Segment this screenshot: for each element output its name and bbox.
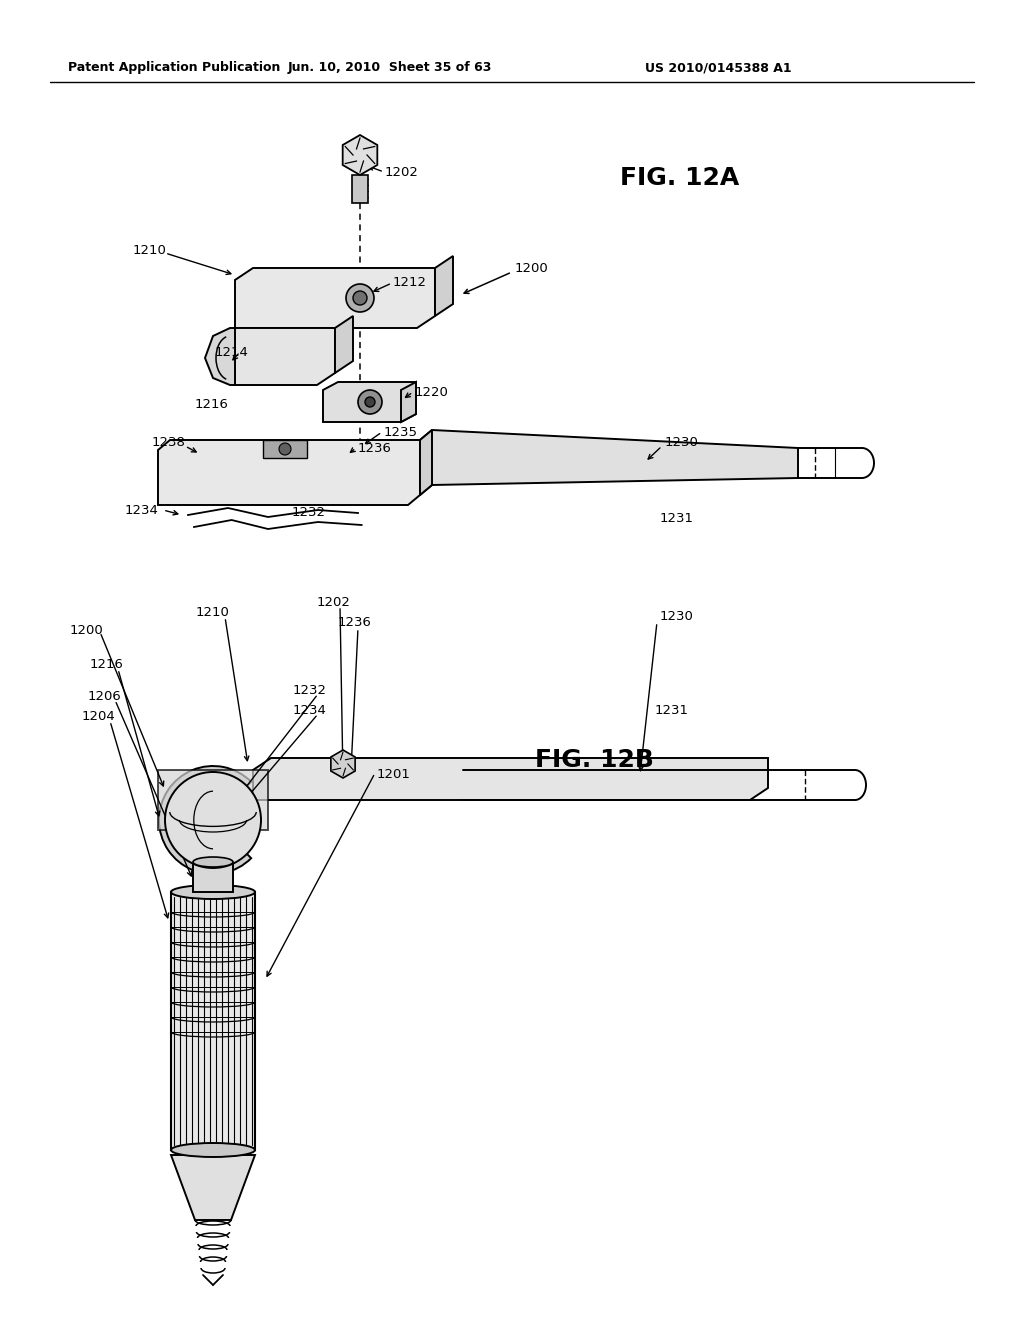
- Text: 1230: 1230: [660, 610, 694, 623]
- Text: 1234: 1234: [125, 503, 159, 516]
- Polygon shape: [435, 256, 453, 315]
- Text: 1231: 1231: [655, 704, 689, 717]
- Polygon shape: [234, 268, 435, 327]
- Circle shape: [279, 444, 291, 455]
- Wedge shape: [159, 766, 251, 874]
- Circle shape: [365, 397, 375, 407]
- Polygon shape: [401, 381, 416, 422]
- Polygon shape: [335, 315, 353, 374]
- Bar: [171, 892, 255, 1150]
- Ellipse shape: [171, 1143, 255, 1158]
- Polygon shape: [253, 758, 768, 800]
- Text: Patent Application Publication: Patent Application Publication: [68, 62, 281, 74]
- Text: 1236: 1236: [358, 441, 392, 454]
- Text: 1232: 1232: [293, 684, 327, 697]
- Bar: [193, 862, 233, 892]
- Text: 1202: 1202: [385, 165, 419, 178]
- Text: 1201: 1201: [377, 768, 411, 781]
- Circle shape: [358, 389, 382, 414]
- Polygon shape: [323, 381, 416, 422]
- Polygon shape: [331, 750, 355, 777]
- Circle shape: [353, 290, 367, 305]
- Text: 1236: 1236: [338, 616, 372, 630]
- Text: 1212: 1212: [393, 276, 427, 289]
- Text: 1238: 1238: [152, 436, 186, 449]
- Text: 1200: 1200: [70, 623, 103, 636]
- Text: US 2010/0145388 A1: US 2010/0145388 A1: [645, 62, 792, 74]
- Text: 1202: 1202: [317, 595, 351, 609]
- Text: 1220: 1220: [415, 385, 449, 399]
- Text: 1200: 1200: [515, 261, 549, 275]
- Text: 1210: 1210: [196, 606, 229, 619]
- Polygon shape: [420, 430, 798, 495]
- Ellipse shape: [193, 857, 233, 867]
- Text: 1214: 1214: [215, 346, 249, 359]
- Text: FIG. 12A: FIG. 12A: [620, 166, 739, 190]
- Text: FIG. 12B: FIG. 12B: [535, 748, 654, 772]
- Bar: [352, 176, 368, 203]
- Ellipse shape: [171, 884, 255, 899]
- Polygon shape: [171, 1155, 255, 1220]
- Text: Jun. 10, 2010  Sheet 35 of 63: Jun. 10, 2010 Sheet 35 of 63: [288, 62, 493, 74]
- Polygon shape: [158, 440, 420, 506]
- Polygon shape: [158, 770, 268, 830]
- Text: 1235: 1235: [384, 425, 418, 438]
- Text: 1216: 1216: [195, 399, 229, 412]
- Text: 1216: 1216: [90, 659, 124, 672]
- Text: 1234: 1234: [293, 704, 327, 717]
- Text: 1231: 1231: [660, 511, 694, 524]
- Text: 1232: 1232: [292, 506, 326, 519]
- Polygon shape: [205, 327, 234, 385]
- Text: 1204: 1204: [82, 710, 116, 723]
- Polygon shape: [234, 327, 335, 385]
- Text: 1206: 1206: [88, 689, 122, 702]
- Polygon shape: [420, 430, 432, 495]
- Text: 1230: 1230: [665, 436, 698, 449]
- Circle shape: [346, 284, 374, 312]
- Text: 1210: 1210: [133, 243, 167, 256]
- Polygon shape: [343, 135, 377, 176]
- Polygon shape: [263, 440, 307, 458]
- Circle shape: [165, 772, 261, 869]
